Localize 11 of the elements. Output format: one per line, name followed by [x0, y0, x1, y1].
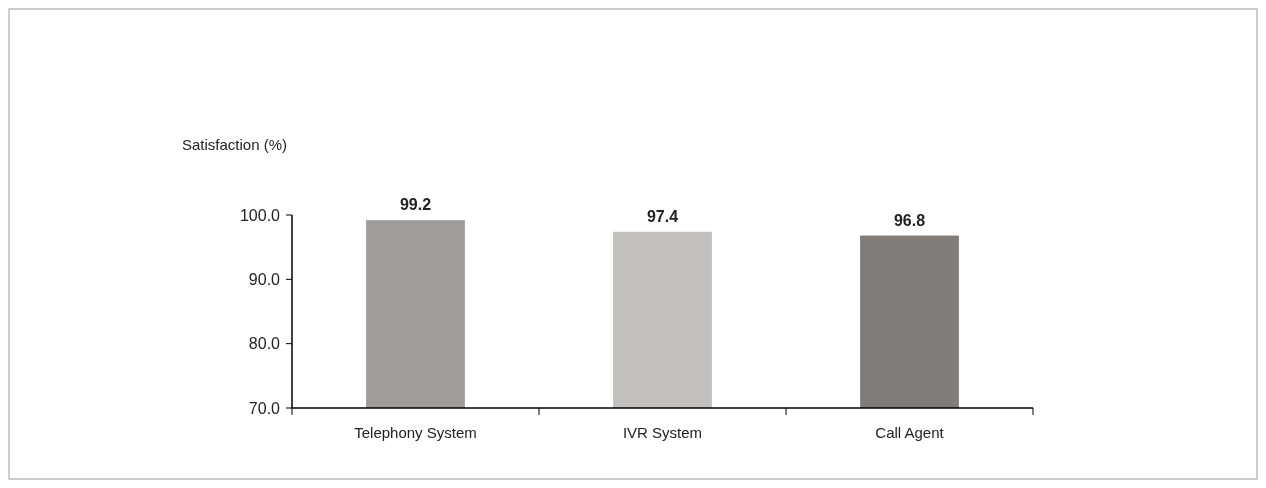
y-axis-title: Satisfaction (%) [182, 136, 288, 153]
y-tick-label: 100.0 [239, 206, 281, 224]
x-tick-label: IVR System [622, 424, 703, 441]
data-label: 99.2 [399, 196, 432, 214]
y-tick-label: 70.0 [248, 399, 281, 417]
x-tick-label: Telephony System [354, 424, 477, 441]
y-tick-label: 80.0 [248, 335, 281, 353]
y-tick-label: 90.0 [248, 270, 281, 288]
data-label: 97.4 [646, 207, 679, 225]
x-tick-label: Call Agent [875, 424, 945, 441]
data-label: 96.8 [893, 211, 926, 229]
